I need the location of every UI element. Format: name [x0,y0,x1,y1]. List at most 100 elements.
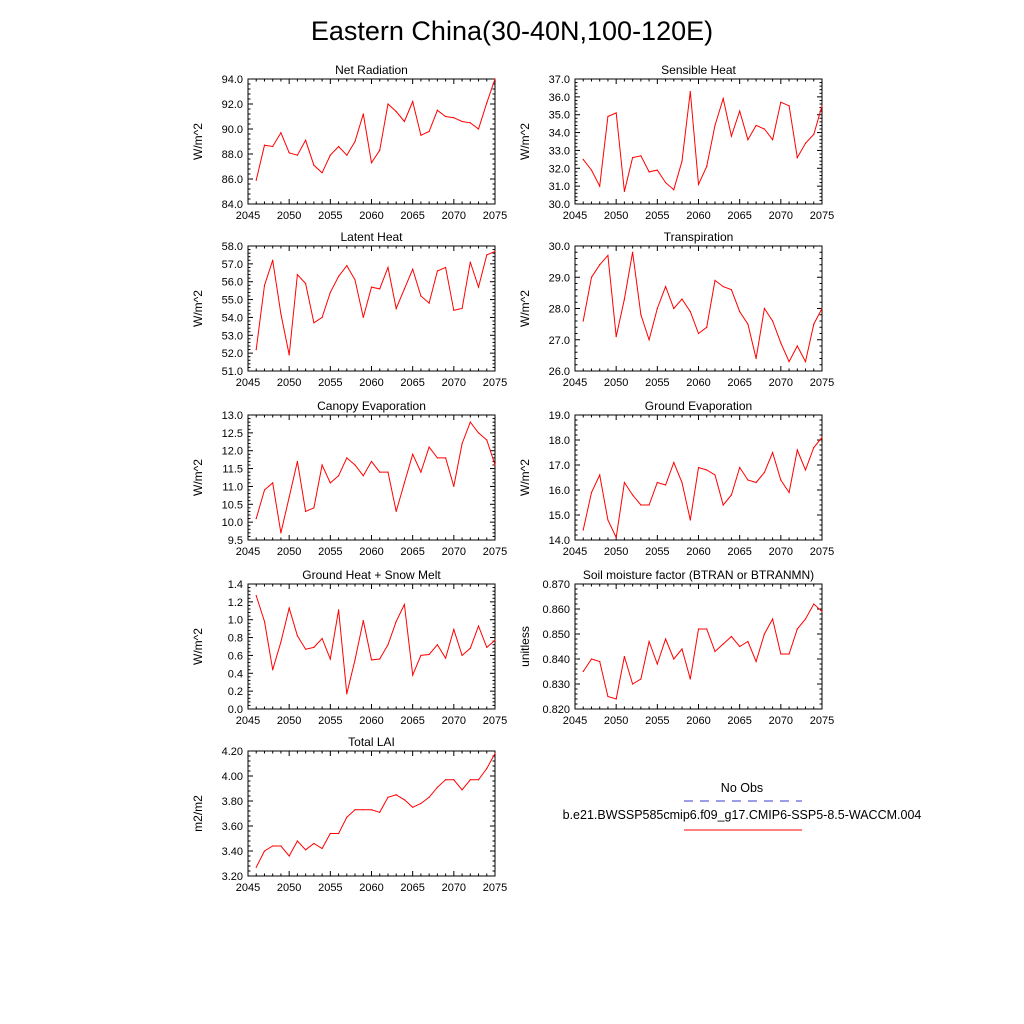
data-point [640,155,642,157]
y-tick-label: 3.20 [222,871,243,883]
y-tick-label: 84.0 [222,199,243,211]
y-tick-label: 0.860 [542,604,570,616]
x-tick-label: 2045 [563,546,587,558]
data-point [354,659,356,661]
data-point [664,638,667,640]
data-point [445,115,447,118]
data-point [486,767,488,770]
data-point [469,779,471,781]
data-point [648,339,650,341]
data-point [763,471,765,474]
data-point [804,142,807,144]
x-tick-label: 2065 [727,715,751,727]
data-point [730,289,733,291]
x-tick-label: 2060 [686,210,710,222]
data-point [420,654,422,657]
series-line [255,78,496,181]
data-point [453,309,455,311]
data-point [494,250,496,252]
data-point [387,266,389,269]
x-tick-label: 2075 [483,377,507,389]
data-point [445,457,447,459]
data-point [706,628,708,630]
y-tick-label: 0.4 [228,668,243,680]
data-point [582,529,584,531]
x-tick-label: 2060 [686,377,710,389]
data-point [403,799,406,801]
data-point [263,620,266,623]
x-tick-label: 2060 [359,546,383,558]
data-point [288,496,290,498]
y-axis-label: W/m^2 [191,290,205,327]
data-point [263,144,266,146]
data-point [420,134,422,136]
data-point [739,645,741,648]
data-point [321,847,323,850]
data-point [681,160,683,162]
data-point [354,279,356,281]
panel-title: Total LAI [348,735,395,749]
x-tick-label: 2050 [604,210,628,222]
data-point [436,786,438,788]
data-point [697,183,700,185]
data-point [469,421,471,423]
data-point [395,307,397,310]
data-point [263,850,266,852]
series-line [582,91,823,192]
data-point [730,635,733,638]
data-point [436,270,438,272]
data-point [494,639,496,641]
plot-frame [247,750,496,877]
y-tick-label: 0.830 [542,679,570,691]
data-point [590,276,593,278]
x-tick-label: 2060 [359,210,383,222]
x-tick-label: 2060 [359,882,383,894]
data-point [469,122,471,124]
y-tick-label: 29.0 [549,272,570,284]
data-point [288,354,290,356]
x-tick-label: 2070 [442,377,466,389]
data-point [664,484,667,486]
data-point [296,154,298,156]
data-point [590,658,593,660]
data-point [615,698,617,700]
data-point [346,265,348,267]
data-point [387,644,389,646]
y-tick-label: 4.20 [222,746,243,758]
x-tick-label: 2065 [400,882,424,894]
data-point [656,481,658,484]
data-point [280,313,282,315]
data-point [599,185,601,187]
y-tick-label: 0.6 [228,650,243,662]
data-point [395,110,397,113]
plot-frame [247,245,496,372]
y-tick-label: 12.0 [222,446,243,458]
x-tick-label: 2065 [400,377,424,389]
x-tick-label: 2075 [483,210,507,222]
data-point [664,286,667,288]
data-point [354,464,356,466]
y-tick-label: 1.0 [228,615,243,627]
data-point [412,674,414,676]
y-tick-label: 52.0 [222,348,243,360]
data-point [346,693,348,695]
data-point [722,504,724,506]
data-point [362,316,364,319]
y-tick-label: 17.0 [549,460,570,472]
x-tick-label: 2045 [236,882,260,894]
data-point [648,171,650,173]
data-point [362,620,364,622]
panel-5: Canopy Evaporation 2045 2050 2055 2060 2065 20… [191,399,507,558]
y-tick-label: 57.0 [222,259,243,271]
data-point [813,446,815,449]
x-tick-label: 2050 [277,210,301,222]
data-point [272,259,274,261]
data-point [486,646,488,648]
data-point [445,266,447,269]
data-point [329,658,331,660]
data-point [796,628,798,630]
y-tick-label: 15.0 [549,510,570,522]
series-line [255,250,496,355]
y-axis-label: W/m^2 [191,459,205,496]
plot-frame [247,583,496,710]
